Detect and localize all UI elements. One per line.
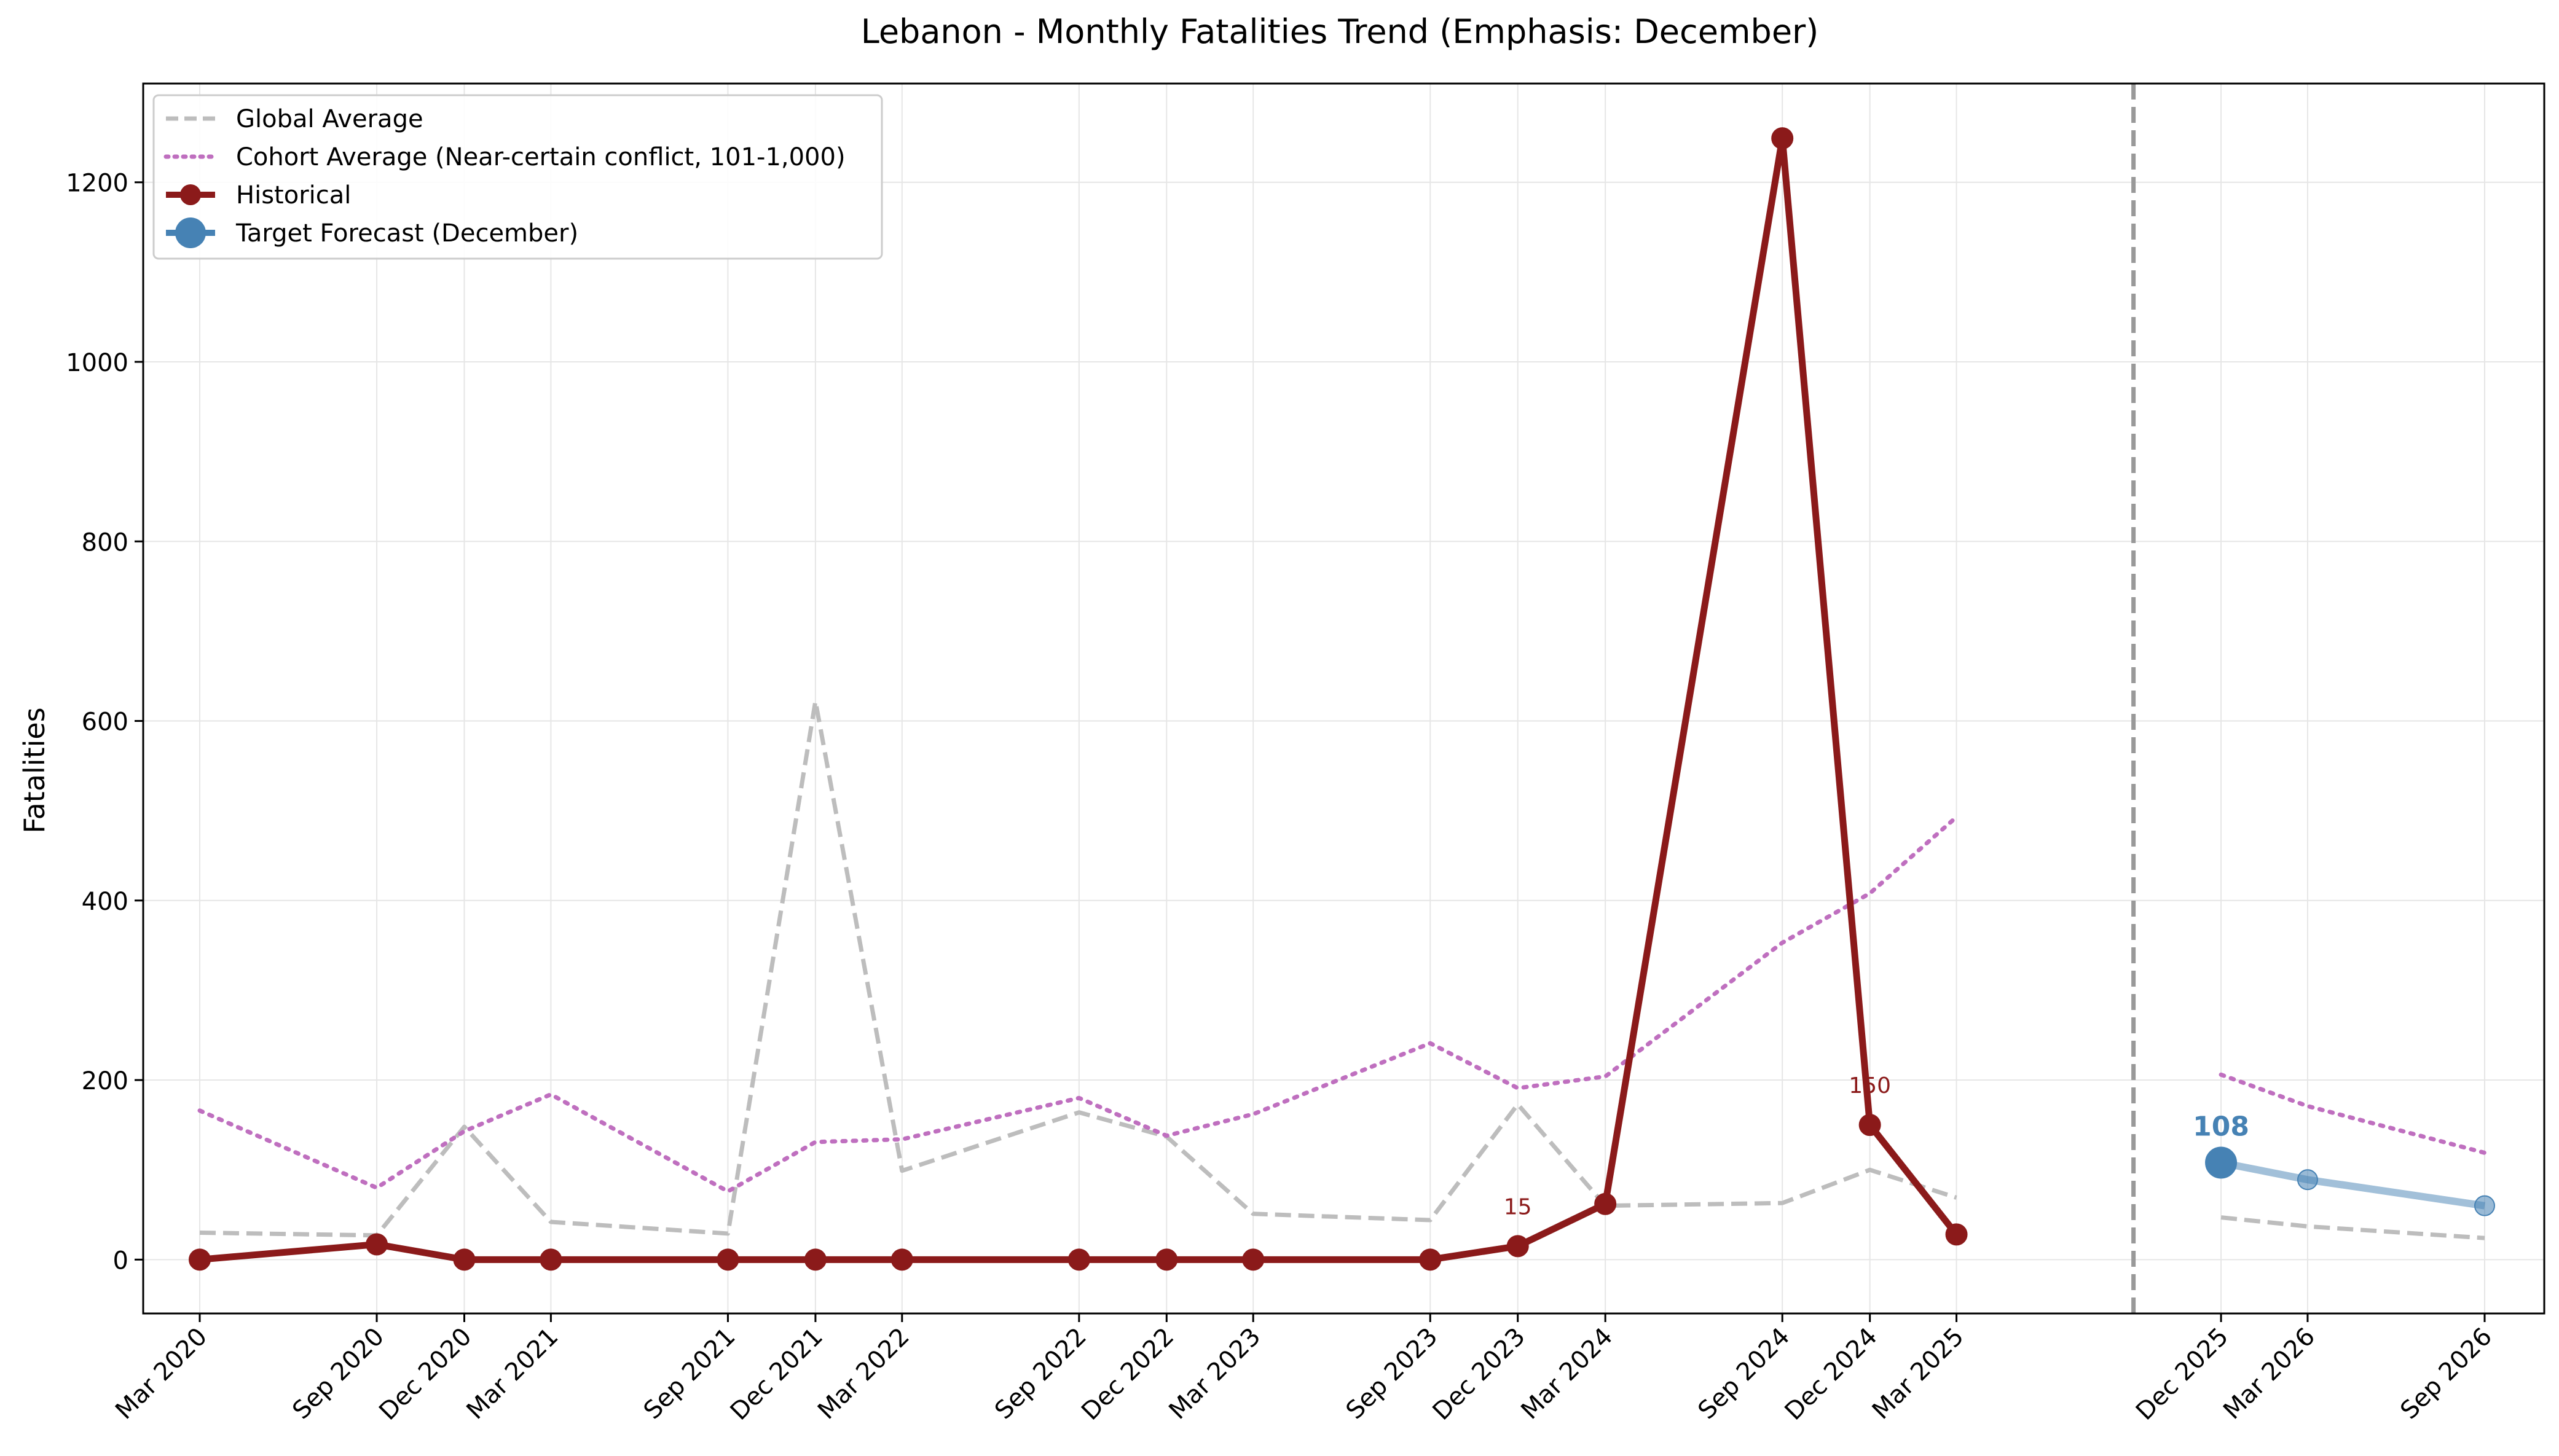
legend-box	[152, 94, 883, 260]
data-point	[1242, 1248, 1265, 1271]
y-tick-label: 600	[82, 708, 128, 737]
data-label: 108	[2193, 1111, 2249, 1142]
series-historical	[189, 127, 1968, 1271]
series-line	[2220, 1215, 2485, 1240]
data-point	[1419, 1248, 1442, 1271]
series-target-forecast-december	[2205, 1146, 2495, 1216]
legend-label: Cohort Average (Near-certain conflict, 1…	[236, 143, 846, 171]
legend-label: Historical	[236, 181, 351, 209]
legend-label: Global Average	[236, 105, 423, 133]
y-tick-label: 200	[82, 1067, 128, 1095]
y-axis-label: Fatalities	[18, 707, 51, 833]
series-line	[197, 815, 1959, 1194]
plot-frame	[142, 82, 2545, 1315]
data-point	[1858, 1114, 1881, 1137]
data-point	[890, 1248, 913, 1271]
data-point	[453, 1248, 476, 1271]
series-global-average	[199, 699, 2485, 1240]
data-point	[1506, 1235, 1529, 1258]
series-cohort-average-near-certain-conflict-101-1-000	[197, 815, 2487, 1194]
y-tick-label: 0	[113, 1247, 128, 1275]
data-point	[189, 1248, 211, 1271]
legend-swatch-marker	[175, 217, 206, 248]
data-point	[1945, 1223, 1968, 1246]
series-line	[2219, 1072, 2487, 1155]
data-point	[1155, 1248, 1178, 1271]
series-line	[199, 699, 1957, 1238]
data-point	[2297, 1169, 2318, 1191]
y-tick-label: 800	[82, 528, 128, 557]
y-tick-label: 400	[82, 888, 128, 916]
y-tick-label: 1200	[66, 170, 128, 198]
data-point	[2474, 1195, 2495, 1216]
grid-lines	[143, 84, 2544, 1313]
data-point	[717, 1248, 739, 1271]
y-tick-label: 1000	[66, 349, 128, 377]
data-point	[366, 1233, 388, 1256]
data-label: 150	[1849, 1073, 1891, 1098]
data-point	[1067, 1248, 1090, 1271]
series-layer	[189, 127, 2495, 1271]
series-line	[199, 135, 1959, 1263]
data-point	[1771, 127, 1794, 150]
chart-title: Lebanon - Monthly Fatalities Trend (Emph…	[861, 12, 1819, 51]
data-label: 15	[1504, 1194, 1532, 1219]
data-labels: 15 150 108	[1504, 1073, 2249, 1219]
legend-swatch-marker	[180, 184, 201, 205]
data-point	[804, 1248, 827, 1271]
data-point	[1594, 1192, 1617, 1215]
legend-label: Target Forecast (December)	[235, 219, 578, 248]
legend: Global Average Cohort Average (Near-certa…	[152, 94, 883, 260]
data-point	[2205, 1146, 2238, 1179]
data-point	[540, 1248, 562, 1271]
